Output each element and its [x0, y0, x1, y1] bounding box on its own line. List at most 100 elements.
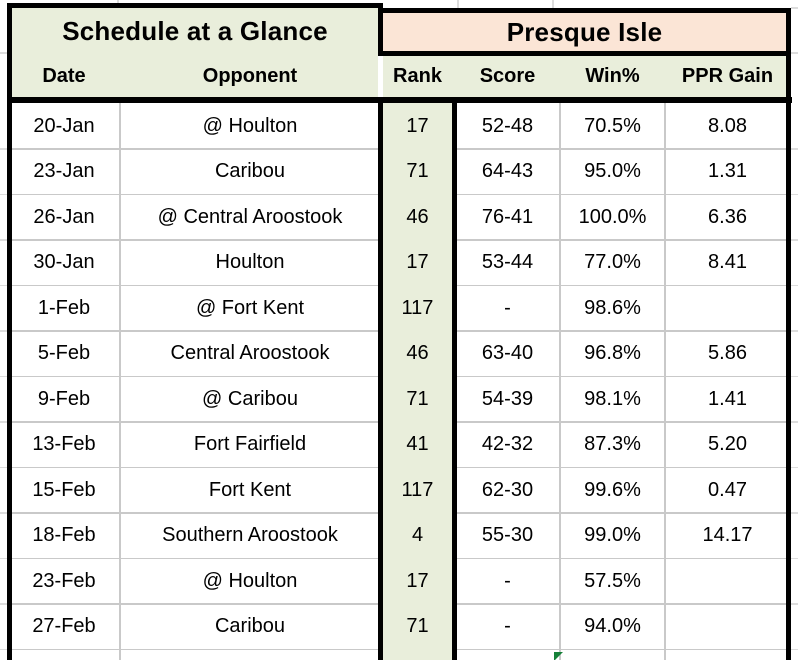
- column-header-score[interactable]: Score: [479, 64, 536, 87]
- cell-rank[interactable]: 117: [401, 296, 434, 319]
- cell-ppr[interactable]: 1.41: [708, 387, 747, 410]
- cell-score[interactable]: 52-48: [481, 114, 534, 137]
- cell-rank[interactable]: 4: [411, 524, 424, 547]
- team-name-header[interactable]: Presque Isle: [378, 8, 791, 56]
- column-header-rank[interactable]: Rank: [393, 64, 442, 87]
- cell-score[interactable]: -: [504, 296, 511, 319]
- cell-score[interactable]: 62-30: [481, 478, 534, 501]
- cell-opponent[interactable]: @ Fort Kent: [195, 296, 305, 319]
- column-header-ppr[interactable]: PPR Gain: [681, 64, 774, 87]
- row-gridline: [12, 466, 378, 469]
- cell-ppr[interactable]: 6.36: [708, 205, 747, 228]
- cell-score[interactable]: 76-41: [481, 205, 534, 228]
- cell-ppr[interactable]: 1.31: [708, 160, 747, 183]
- cell-score[interactable]: -: [504, 569, 511, 592]
- cell-opponent[interactable]: @ Caribou: [202, 387, 298, 410]
- table-row: 30-Jan Houlton 17 53-44 77.0% 8.41: [8, 240, 790, 286]
- cell-win[interactable]: 57.5%: [584, 569, 641, 592]
- cell-opponent[interactable]: @ Houlton: [202, 569, 298, 592]
- table-row: 20-Jan @ Houlton 17 52-48 70.5% 8.08: [8, 104, 790, 150]
- cell-rank[interactable]: 46: [406, 205, 429, 228]
- cell-date[interactable]: 30-Jan: [33, 251, 95, 274]
- cell-win[interactable]: 70.5%: [584, 114, 641, 137]
- sheet-gridline: [0, 330, 7, 332]
- row-gridline: [12, 648, 378, 651]
- column-header-date[interactable]: Date: [42, 64, 86, 87]
- cell-score[interactable]: 55-30: [481, 524, 534, 547]
- cell-rank[interactable]: 117: [401, 478, 434, 501]
- cell-date[interactable]: 1-Feb: [37, 296, 91, 319]
- cell-date[interactable]: 13-Feb: [32, 433, 96, 456]
- sheet-gridline: [791, 148, 798, 150]
- cell-ppr[interactable]: [665, 604, 790, 650]
- left-table-title[interactable]: Schedule at a Glance: [62, 16, 328, 46]
- sheet-gridline: [791, 330, 798, 332]
- cell-score[interactable]: 63-40: [481, 342, 534, 365]
- cell-opponent[interactable]: Caribou: [214, 615, 286, 638]
- cell-rank[interactable]: 41: [406, 433, 429, 456]
- sheet-gridline: [0, 375, 7, 378]
- row-gridline: [12, 375, 378, 378]
- column-header-opponent[interactable]: Opponent: [202, 64, 298, 87]
- cell-win[interactable]: 98.1%: [584, 387, 641, 410]
- table-border-left: [7, 3, 12, 660]
- cell-opponent[interactable]: Southern Aroostook: [162, 524, 338, 547]
- cell-ppr[interactable]: 5.86: [708, 342, 747, 365]
- cell-opponent[interactable]: Fort Fairfield: [193, 433, 307, 456]
- cell-date[interactable]: 26-Jan: [33, 205, 95, 228]
- cell-opponent[interactable]: Caribou: [214, 160, 286, 183]
- cell-opponent[interactable]: Fort Kent: [208, 478, 292, 501]
- cell-win[interactable]: 100.0%: [578, 205, 647, 228]
- cell-opponent[interactable]: Central Aroostook: [170, 342, 330, 365]
- cell-rank[interactable]: 71: [406, 615, 429, 638]
- cell-opponent[interactable]: @ Central Aroostook: [157, 205, 343, 228]
- cell-ppr[interactable]: 8.41: [708, 251, 747, 274]
- cell-rank[interactable]: 17: [406, 569, 429, 592]
- cell-rank[interactable]: 17: [406, 114, 429, 137]
- cell-win[interactable]: 95.0%: [584, 160, 641, 183]
- sheet-gridline: [0, 603, 7, 605]
- cell-ppr[interactable]: 5.20: [708, 433, 747, 456]
- cell-ppr[interactable]: [665, 286, 790, 332]
- cell-date[interactable]: 15-Feb: [32, 478, 96, 501]
- table-row: 15-Feb Fort Kent 117 62-30 99.6% 0.47: [8, 468, 790, 514]
- table-row: 1-Feb @ Fort Kent 117 - 98.6%: [8, 286, 790, 332]
- cell-win[interactable]: 94.0%: [584, 615, 641, 638]
- sheet-gridline: [791, 7, 798, 9]
- cell-score[interactable]: 42-32: [481, 433, 534, 456]
- cell-rank[interactable]: 71: [406, 160, 429, 183]
- cell-date[interactable]: 20-Jan: [33, 114, 95, 137]
- cell-win[interactable]: 99.6%: [584, 478, 641, 501]
- cell-score[interactable]: 53-44: [481, 251, 534, 274]
- cell-score[interactable]: 64-43: [481, 160, 534, 183]
- row-gridline: [457, 330, 786, 332]
- cell-score[interactable]: 54-39: [481, 387, 534, 410]
- cell-score[interactable]: -: [504, 615, 511, 638]
- cell-ppr[interactable]: 8.08: [708, 114, 747, 137]
- cell-ppr[interactable]: [665, 559, 790, 605]
- cell-date[interactable]: 23-Feb: [32, 569, 96, 592]
- cell-date[interactable]: 5-Feb: [37, 342, 91, 365]
- cell-opponent[interactable]: Houlton: [215, 251, 285, 274]
- cell-opponent[interactable]: @ Houlton: [202, 114, 298, 137]
- cell-date[interactable]: 27-Feb: [32, 615, 96, 638]
- cell-date[interactable]: 23-Jan: [33, 160, 95, 183]
- cell-date[interactable]: 9-Feb: [37, 387, 91, 410]
- column-header-win[interactable]: Win%: [585, 64, 640, 87]
- sheet-gridline: [791, 557, 798, 560]
- cell-date[interactable]: 18-Feb: [32, 524, 96, 547]
- cell-ppr[interactable]: 14.17: [702, 524, 753, 547]
- cell-rank[interactable]: 46: [406, 342, 429, 365]
- table-row: 5-Feb Central Aroostook 46 63-40 96.8% 5.86: [8, 331, 790, 377]
- cell-ppr[interactable]: 0.47: [708, 478, 747, 501]
- sheet-gridline: [0, 193, 7, 196]
- cell-rank[interactable]: 17: [406, 251, 429, 274]
- cell-win[interactable]: 77.0%: [584, 251, 641, 274]
- cell-win[interactable]: 99.0%: [584, 524, 641, 547]
- cell-win[interactable]: 96.8%: [584, 342, 641, 365]
- row-gridline: [12, 512, 378, 514]
- sheet-gridline: [791, 239, 798, 241]
- cell-win[interactable]: 87.3%: [584, 433, 641, 456]
- cell-win[interactable]: 98.6%: [584, 296, 641, 319]
- cell-rank[interactable]: 71: [406, 387, 429, 410]
